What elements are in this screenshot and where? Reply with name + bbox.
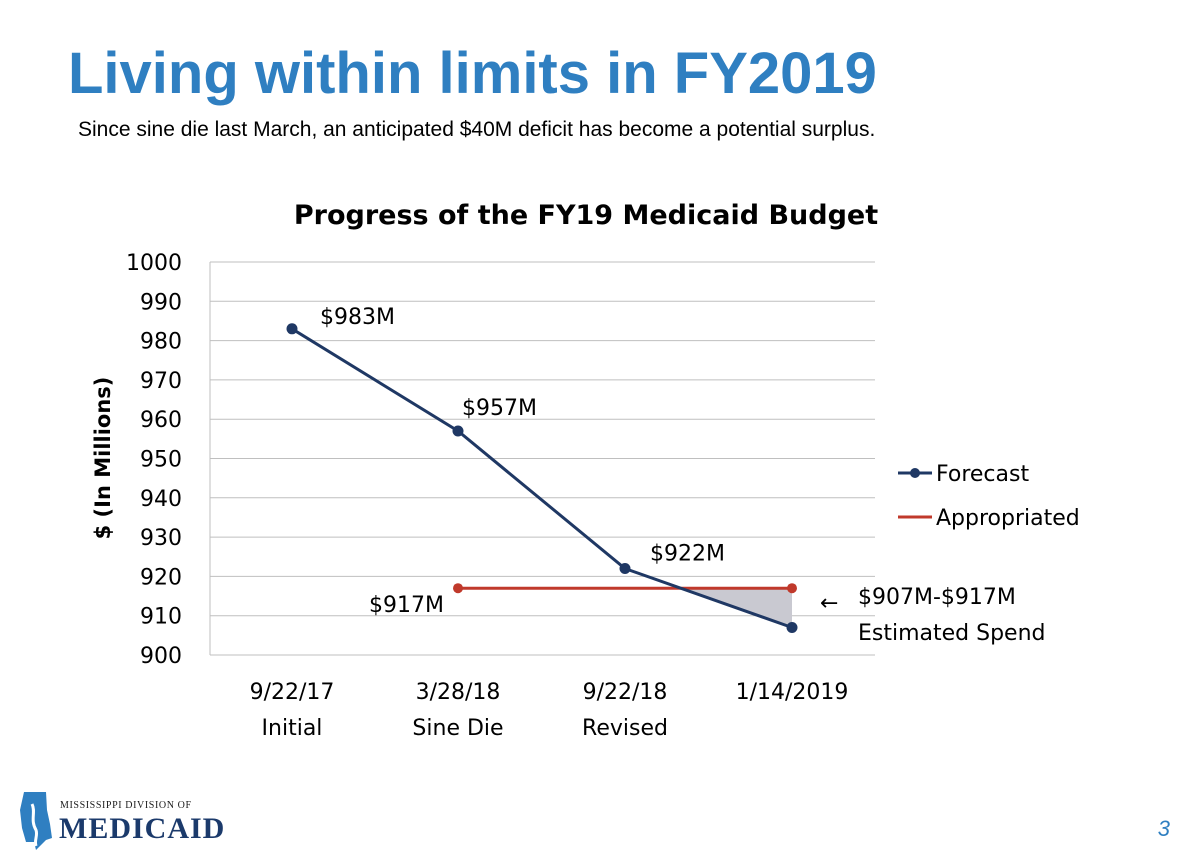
y-tick-label: 980 [140, 330, 182, 355]
forecast-data-label: $983M [320, 305, 395, 330]
chart-legend: Forecast Appropriated [898, 462, 1080, 531]
y-tick-label: 910 [140, 605, 182, 630]
y-tick-label: 940 [140, 487, 182, 512]
forecast-point [619, 563, 631, 575]
x-tick-label: Initial [262, 716, 323, 741]
y-tick-label: 950 [140, 448, 182, 473]
y-tick-label: 900 [140, 644, 182, 669]
legend-forecast-label: Forecast [936, 462, 1029, 487]
y-tick-label: 990 [140, 290, 182, 315]
logo-line1: MISSISSIPPI DIVISION OF [60, 800, 192, 811]
y-tick-label: 920 [140, 565, 182, 590]
chart-title: Progress of the FY19 Medicaid Budget [294, 200, 878, 231]
estimated-spend-annotation: ← $907M-$917M Estimated Spend [820, 585, 1046, 646]
y-tick-label: 1000 [126, 251, 182, 276]
forecast-data-label: $957M [462, 396, 537, 421]
annotation-caption: Estimated Spend [858, 621, 1046, 646]
appropriated-data-label: $917M [369, 593, 444, 618]
appropriated-point [787, 583, 797, 594]
forecast-point [452, 425, 464, 437]
mississippi-state-icon [16, 790, 56, 857]
x-tick-date: 1/14/2019 [736, 680, 849, 705]
chart-gridlines [209, 261, 875, 656]
annotation-arrow: ← [820, 591, 838, 616]
forecast-point [786, 621, 798, 633]
y-tick-label: 960 [140, 408, 182, 433]
plot-area: $983M $957M $922M $917M [286, 305, 798, 633]
y-axis-title: $ (In Millions) [91, 377, 115, 540]
y-tick-label: 970 [140, 369, 182, 394]
forecast-point [286, 323, 298, 335]
forecast-data-label: $922M [650, 542, 725, 567]
forecast-line [291, 327, 793, 629]
legend-forecast-marker [910, 468, 920, 478]
legend-appropriated-label: Appropriated [936, 506, 1080, 531]
x-tick-date: 3/28/18 [416, 680, 501, 705]
y-tick-label: 930 [140, 526, 182, 551]
annotation-range: $907M-$917M [858, 585, 1016, 610]
appropriated-point [453, 583, 463, 594]
x-axis-tick-labels: 9/22/17 Initial 3/28/18 Sine Die 9/22/18 Revi… [250, 680, 849, 741]
x-tick-label: Sine Die [412, 716, 503, 741]
logo-line2: MEDICAID [59, 812, 226, 845]
slide-subtitle: Since sine die last March, an anticipate… [78, 118, 876, 141]
x-tick-label: Revised [582, 716, 668, 741]
page-number: 3 [1157, 816, 1170, 841]
slide-title: Living within limits in FY2019 [68, 41, 877, 106]
y-axis-tick-labels: 1000 990 980 970 960 950 940 930 920 910 900 [126, 251, 182, 669]
x-tick-date: 9/22/18 [583, 680, 668, 705]
x-tick-date: 9/22/17 [250, 680, 335, 705]
